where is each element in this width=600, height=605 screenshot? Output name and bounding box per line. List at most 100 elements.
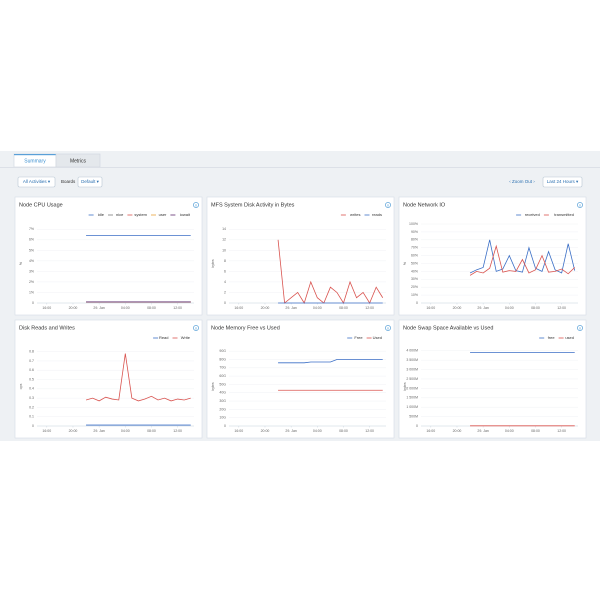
y-tick-label: 0 — [416, 301, 418, 305]
y-tick-label: 90% — [411, 230, 418, 234]
y-axis-label: bytes — [211, 382, 215, 391]
x-tick-label: 08:00 — [147, 306, 156, 310]
y-tick-label: 0 — [416, 424, 418, 428]
dropdown-label[interactable]: Last 24 Hours ▾ — [547, 179, 579, 184]
y-tick-label: 0.7 — [29, 359, 34, 363]
y-tick-label: 6% — [29, 238, 34, 242]
x-tick-label: 12:00 — [557, 429, 566, 433]
x-tick-label: 08:00 — [339, 429, 348, 433]
legend-label: received — [525, 212, 540, 217]
series-line — [278, 359, 383, 364]
y-tick-label: 90G — [219, 349, 226, 353]
panel — [206, 196, 395, 316]
board-dropdown[interactable] — [77, 176, 103, 188]
divider — [0, 167, 600, 168]
y-tick-label: 0.3 — [29, 396, 34, 400]
y-tick-label: 20G — [219, 407, 226, 411]
info-icon — [577, 325, 583, 331]
panel-title: Disk Reads and Writes — [19, 325, 75, 331]
x-tick-label: 04:00 — [121, 306, 130, 310]
x-tick-label: 29. Jan — [93, 429, 105, 433]
x-tick-label: 04:00 — [505, 306, 514, 310]
x-tick-label: 16:00 — [42, 429, 51, 433]
legend-label: Free — [354, 335, 363, 340]
y-tick-label: 60G — [219, 374, 226, 378]
dropdown-label[interactable]: Default ▾ — [81, 179, 100, 184]
y-tick-label: 60% — [411, 254, 418, 258]
panel-title: Node Memory Free vs Used — [211, 325, 280, 331]
y-tick-label: 100% — [409, 222, 418, 226]
y-tick-label: 3 000M — [406, 367, 418, 371]
x-tick-label: 04:00 — [313, 306, 322, 310]
y-tick-label: 30G — [219, 399, 226, 403]
activities-dropdown[interactable] — [17, 176, 56, 188]
y-tick-label: 10% — [411, 293, 418, 297]
x-tick-label: 20:00 — [69, 306, 78, 310]
x-tick-label: 04:00 — [313, 429, 322, 433]
series-line — [469, 244, 576, 276]
legend-label: transmitted — [554, 212, 574, 217]
x-tick-label: 12:00 — [557, 306, 566, 310]
x-tick-label: 12:00 — [173, 306, 182, 310]
info-icon — [385, 202, 391, 208]
y-tick-label: 1% — [29, 290, 34, 294]
x-tick-label: 12:00 — [365, 429, 374, 433]
info-icon — [385, 325, 391, 331]
y-tick-label: 12 — [222, 238, 226, 242]
x-tick-label: 20:00 — [69, 429, 78, 433]
x-tick-label: 20:00 — [261, 306, 270, 310]
legend-label: used — [565, 335, 574, 340]
y-tick-label: 1 000M — [406, 405, 418, 409]
y-tick-label: 10G — [219, 416, 226, 420]
legend-label: Read — [159, 335, 169, 340]
x-tick-label: 08:00 — [531, 306, 540, 310]
y-tick-label: 2% — [29, 280, 34, 284]
x-tick-label: 29. Jan — [93, 306, 105, 310]
info-icon — [193, 202, 199, 208]
y-tick-label: 4 — [224, 280, 226, 284]
zoom-out[interactable]: ‹ Zoom Out › — [509, 179, 535, 184]
x-tick-label: 16:00 — [234, 306, 243, 310]
panel-title: Node CPU Usage — [19, 202, 63, 208]
y-tick-label: 0 — [32, 301, 34, 305]
x-tick-label: 08:00 — [339, 306, 348, 310]
boards-label: Boards — [61, 179, 76, 184]
tab-label[interactable]: Summary — [24, 158, 46, 164]
panel-title: Node Network IO — [403, 202, 446, 208]
legend-label: writes — [350, 212, 360, 217]
y-axis-label: bytes — [403, 382, 407, 391]
legend-label: user — [159, 212, 167, 217]
y-tick-label: 7% — [29, 227, 34, 231]
x-tick-label: 08:00 — [147, 429, 156, 433]
y-tick-label: 80% — [411, 238, 418, 242]
y-axis-label: ops — [19, 383, 23, 389]
x-tick-label: 16:00 — [426, 429, 435, 433]
y-tick-label: 0 — [224, 301, 226, 305]
x-tick-label: 16:00 — [426, 306, 435, 310]
legend-label: Used — [373, 335, 382, 340]
x-tick-label: 20:00 — [453, 429, 462, 433]
x-tick-label: 12:00 — [365, 306, 374, 310]
y-tick-label: 40% — [411, 269, 418, 273]
y-tick-label: 3 500M — [406, 358, 418, 362]
legend-label: idle — [98, 212, 105, 217]
series-line — [85, 353, 191, 402]
y-tick-label: 500M — [409, 415, 418, 419]
x-tick-label: 29. Jan — [285, 429, 297, 433]
dropdown-label[interactable]: All Activities ▾ — [23, 179, 51, 184]
y-tick-label: 1 500M — [406, 396, 418, 400]
y-tick-label: 0 — [32, 424, 34, 428]
x-tick-label: 29. Jan — [477, 429, 489, 433]
y-tick-label: 3% — [29, 269, 34, 273]
range-dropdown[interactable] — [542, 176, 583, 188]
y-tick-label: 2 000M — [406, 386, 418, 390]
x-tick-label: 29. Jan — [285, 306, 297, 310]
y-tick-label: 10 — [222, 248, 226, 252]
y-tick-label: 0.6 — [29, 368, 34, 372]
x-tick-label: 08:00 — [531, 429, 540, 433]
x-tick-label: 12:00 — [173, 429, 182, 433]
tab-label[interactable]: Metrics — [70, 158, 87, 164]
legend-label: reads — [372, 212, 382, 217]
y-tick-label: 14 — [222, 227, 226, 231]
